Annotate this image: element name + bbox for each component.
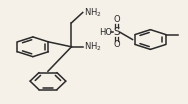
Text: O: O	[113, 15, 120, 24]
Text: O: O	[113, 40, 120, 49]
Text: HO: HO	[99, 28, 112, 37]
Text: NH$_2$: NH$_2$	[84, 6, 101, 19]
Text: S: S	[113, 27, 120, 37]
Text: NH$_2$: NH$_2$	[84, 41, 101, 53]
